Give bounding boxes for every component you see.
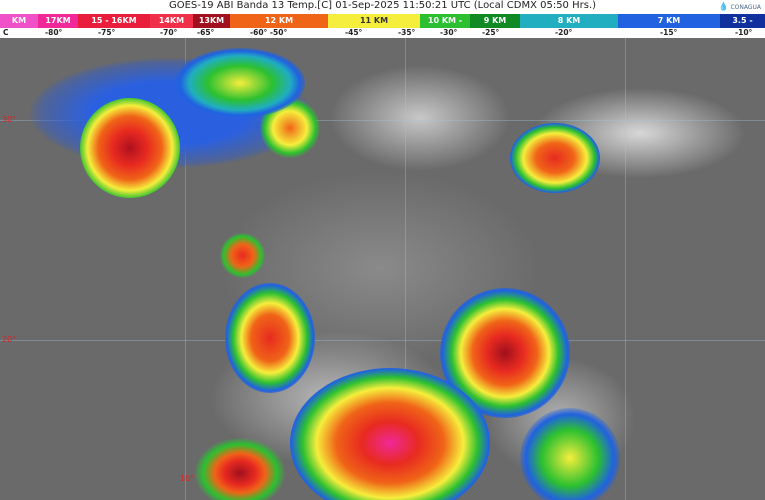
temperature-label: -65° bbox=[197, 28, 215, 37]
longitude-line bbox=[405, 38, 406, 500]
temperature-label: C bbox=[3, 28, 9, 37]
scale-segment: 13KM bbox=[193, 14, 230, 28]
temperature-label: -45° bbox=[345, 28, 363, 37]
storm-cell bbox=[510, 123, 600, 193]
scale-segment: 8 KM bbox=[520, 14, 618, 28]
color-scale-bar: KM 17KM 15 - 16KM 14KM 13KM 12 KM 11 KM 10 KM -… bbox=[0, 14, 765, 28]
temperature-label: -35° bbox=[398, 28, 416, 37]
conagua-logo: 💧 CONAGUA bbox=[718, 1, 761, 14]
temperature-scale: C -80° -75° -70° -65° -60° -50° -45° -35° -30° -2… bbox=[0, 28, 765, 38]
scale-segment: 3.5 - bbox=[720, 14, 765, 28]
storm-cell bbox=[195, 438, 285, 500]
longitude-line bbox=[185, 38, 186, 500]
temperature-label: -15° bbox=[660, 28, 678, 37]
scale-segment: 17KM bbox=[38, 14, 78, 28]
scale-segment: 10 KM - bbox=[420, 14, 470, 28]
temperature-label: -10° bbox=[735, 28, 753, 37]
temperature-label: -30° bbox=[440, 28, 458, 37]
latitude-label-20: 20° bbox=[2, 335, 17, 344]
scale-segment: KM bbox=[0, 14, 38, 28]
storm-cell bbox=[290, 368, 490, 500]
storm-cell bbox=[220, 233, 265, 278]
latitude-line bbox=[0, 120, 765, 121]
storm-cell bbox=[175, 48, 305, 118]
title-text: GOES-19 ABI Banda 13 Temp.[C] 01-Sep-202… bbox=[168, 0, 597, 11]
latitude-label-10: 10° bbox=[180, 474, 195, 483]
temperature-label: -75° bbox=[98, 28, 116, 37]
scale-segment: 14KM bbox=[150, 14, 193, 28]
temperature-label: -25° bbox=[482, 28, 500, 37]
water-drop-icon: 💧 bbox=[718, 2, 729, 11]
latitude-label-30: 30° bbox=[2, 115, 17, 124]
latitude-line bbox=[0, 340, 765, 341]
logo-text: CONAGUA bbox=[730, 4, 761, 11]
satellite-map: 30° 20° 10° bbox=[0, 38, 765, 500]
scale-segment: 9 KM bbox=[470, 14, 520, 28]
storm-cell bbox=[520, 408, 620, 500]
scale-segment: 11 KM bbox=[328, 14, 420, 28]
temperature-label: -70° bbox=[160, 28, 178, 37]
temperature-label: -60° -50° bbox=[250, 28, 288, 37]
scale-segment: 12 KM bbox=[230, 14, 328, 28]
temperature-label: -80° bbox=[45, 28, 63, 37]
scale-segment: 15 - 16KM bbox=[78, 14, 150, 28]
scale-segment: 7 KM bbox=[618, 14, 720, 28]
image-title: GOES-19 ABI Banda 13 Temp.[C] 01-Sep-202… bbox=[0, 0, 765, 14]
longitude-line bbox=[625, 38, 626, 500]
storm-cell bbox=[225, 283, 315, 393]
temperature-label: -20° bbox=[555, 28, 573, 37]
storm-cell bbox=[80, 98, 180, 198]
